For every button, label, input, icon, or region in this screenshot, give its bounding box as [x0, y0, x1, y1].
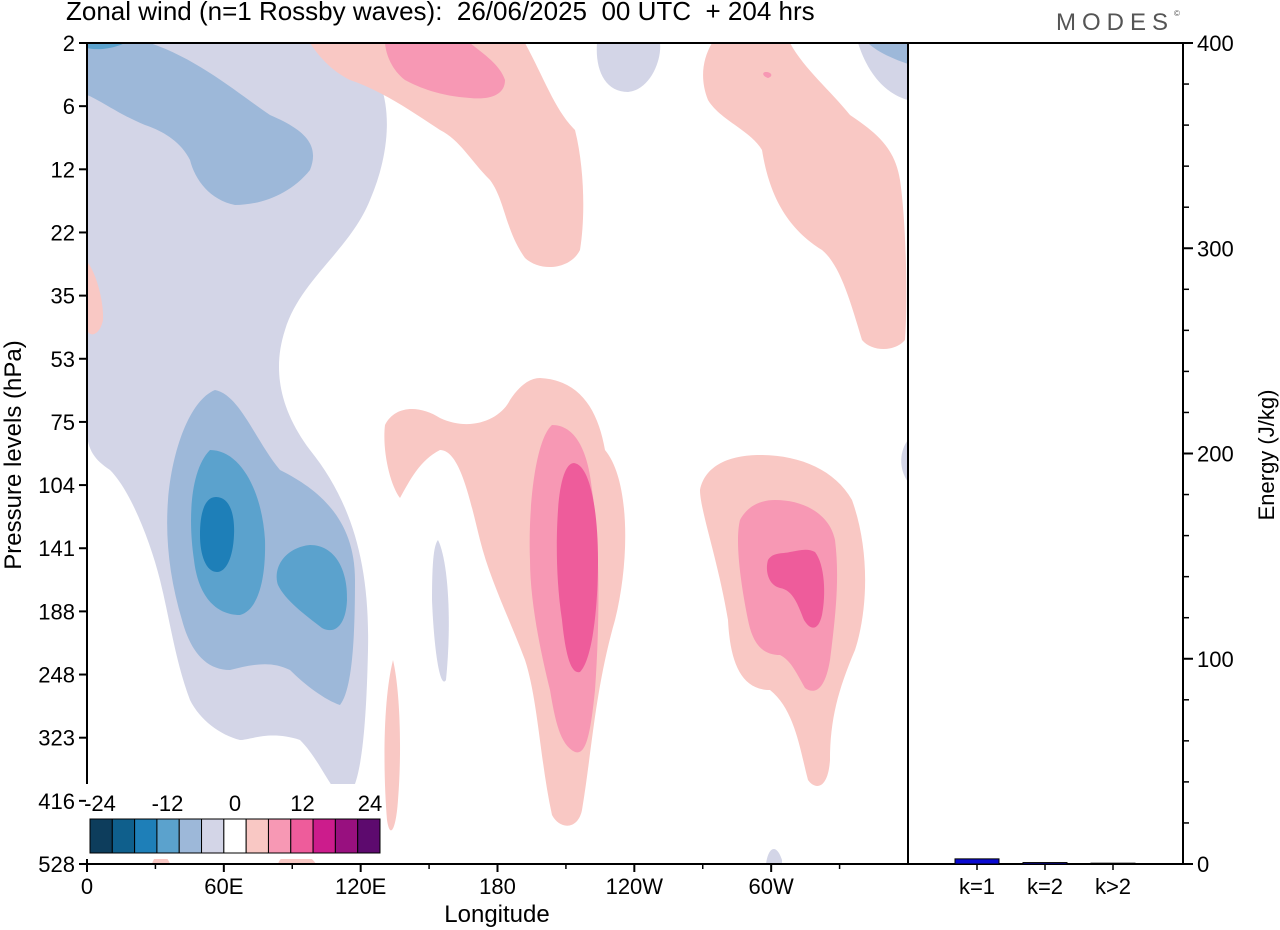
y-tick-label: 104 [38, 473, 75, 498]
longitude-axis: 0 60E 120E 180 120W 60W [81, 864, 841, 899]
negative-contour-weak [901, 440, 908, 482]
y-tick-label: 12 [51, 157, 75, 182]
positive-contour-strong [556, 463, 598, 673]
energy-category-label: k>2 [1095, 874, 1131, 899]
y-tick-label: 416 [38, 789, 75, 814]
negative-contour-moderate [868, 43, 908, 64]
energy-axis: 0 100 200 300 400 [1183, 31, 1234, 877]
energy-tick-label: 200 [1197, 442, 1234, 467]
energy-category-label: k=2 [1027, 874, 1063, 899]
modes-logo: MODES© [1056, 9, 1180, 36]
negative-contour-extreme [200, 497, 235, 572]
pressure-axis: 2 6 12 22 35 53 75 104 141 188 248 323 416 528 [38, 31, 87, 877]
y-tick-label: 2 [63, 31, 75, 56]
positive-contour-weak [87, 262, 104, 335]
y-axis-label: Pressure levels (hPa) [0, 340, 27, 569]
colorbar-swatch [245, 818, 269, 854]
negative-contour-strong [276, 545, 348, 631]
energy-tick-label: 0 [1197, 852, 1209, 877]
positive-contour-moderate [385, 43, 505, 99]
positive-contour-weak [310, 43, 584, 268]
colorbar: -24 -12 0 12 24 [84, 784, 384, 859]
energy-category-label: k=1 [959, 874, 995, 899]
colorbar-label: 12 [290, 791, 314, 816]
positive-contour-moderate [763, 72, 772, 78]
positive-contour-weak [384, 660, 401, 831]
negative-contour-strong [87, 43, 125, 50]
negative-contour-weak [766, 848, 782, 864]
y-tick-label: 323 [38, 726, 75, 751]
y-tick-label: 22 [51, 220, 75, 245]
colorbar-label: -12 [152, 791, 184, 816]
colorbar-swatch [111, 818, 136, 854]
energy-bar-frame [907, 42, 1184, 865]
colorbar-swatch [201, 818, 225, 854]
colorbar-swatch [134, 818, 158, 854]
negative-contour-weak [596, 43, 661, 92]
energy-tick-label: 300 [1197, 236, 1234, 261]
energy-axis-label: Energy (J/kg) [1254, 390, 1279, 521]
colorbar-swatch [290, 818, 314, 854]
negative-contour-moderate [87, 43, 314, 205]
y-tick-label: 248 [38, 663, 75, 688]
energy-bars: k=1 k=2 k>2 [954, 858, 1136, 899]
negative-contour-weak [432, 540, 449, 682]
x-axis-label: Longitude [444, 901, 549, 928]
y-tick-label: 188 [38, 599, 75, 624]
x-tick-label: 120W [606, 874, 664, 899]
positive-contour-strong [766, 549, 825, 628]
colorbar-swatch [334, 818, 359, 854]
x-tick-label: 180 [479, 874, 516, 899]
y-tick-label: 35 [51, 284, 75, 309]
x-tick-label: 120E [335, 874, 386, 899]
energy-tick-label: 100 [1197, 647, 1234, 672]
colorbar-label: 0 [229, 791, 241, 816]
colorbar-swatch [156, 818, 180, 854]
energy-bar [1022, 862, 1068, 865]
colorbar-swatch [178, 818, 203, 854]
colorbar-label: -24 [84, 791, 116, 816]
y-tick-label: 75 [51, 410, 75, 435]
colorbar-swatch [357, 818, 381, 854]
x-tick-label: 60E [204, 874, 243, 899]
colorbar-swatch [312, 818, 336, 854]
energy-tick-label: 400 [1197, 31, 1234, 56]
y-tick-label: 141 [38, 536, 75, 561]
y-tick-label: 528 [38, 852, 75, 877]
x-tick-label: 60W [749, 874, 794, 899]
energy-bar [954, 858, 1000, 865]
x-tick-label: 0 [81, 874, 93, 899]
positive-contour-weak [703, 43, 907, 349]
modes-logo-text: MODES [1056, 9, 1175, 36]
y-tick-label: 6 [63, 94, 75, 119]
positive-contour-moderate [737, 500, 838, 691]
colorbar-label: 24 [358, 791, 382, 816]
y-tick-label: 53 [51, 347, 75, 372]
contour-field [87, 43, 908, 864]
colorbar-swatch [223, 818, 247, 854]
colorbar-swatch [89, 818, 113, 854]
colorbar-swatch [267, 818, 292, 854]
chart-title: Zonal wind (n=1 Rossby waves): 26/06/202… [66, 0, 815, 26]
